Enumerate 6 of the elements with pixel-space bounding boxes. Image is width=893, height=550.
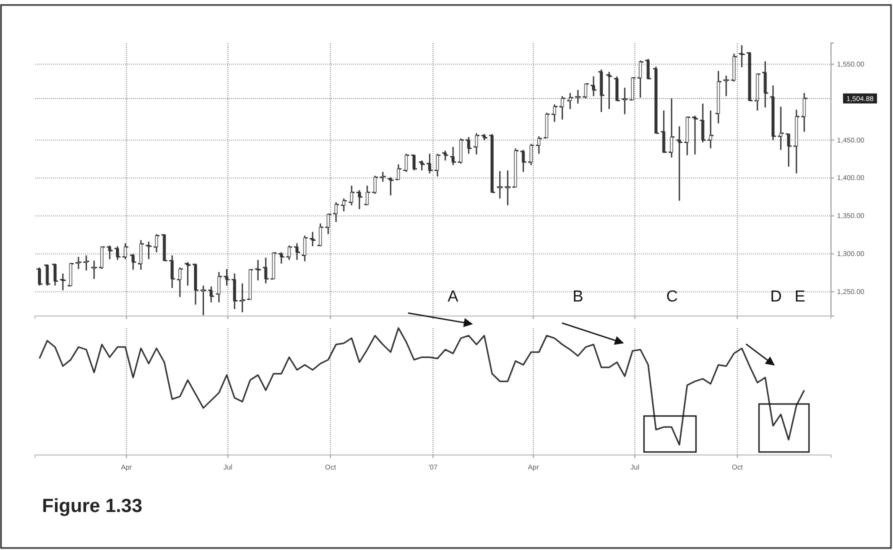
annotation: B [572,288,584,306]
caption: Figure 1.33 [42,496,142,517]
annotation: C [666,288,678,306]
annotation: E [794,288,806,306]
annotation: D [770,288,782,306]
annotation: A [448,288,459,306]
